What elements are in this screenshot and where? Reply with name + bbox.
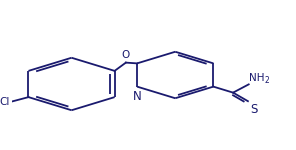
Text: S: S xyxy=(250,103,258,116)
Text: O: O xyxy=(122,50,130,60)
Text: 2: 2 xyxy=(265,76,270,85)
Text: Cl: Cl xyxy=(0,97,10,107)
Text: NH: NH xyxy=(249,73,265,83)
Text: N: N xyxy=(133,90,141,103)
